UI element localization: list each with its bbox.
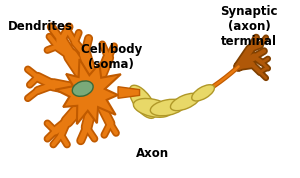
Ellipse shape [192,85,214,101]
Ellipse shape [72,81,93,96]
Polygon shape [56,59,121,124]
Ellipse shape [170,93,200,111]
Ellipse shape [150,99,185,116]
Ellipse shape [134,98,172,117]
Text: Axon: Axon [136,147,169,160]
Text: Cell body
(soma): Cell body (soma) [80,43,142,71]
Ellipse shape [129,85,156,118]
Polygon shape [118,87,140,98]
Text: Synaptic
(axon)
terminal: Synaptic (axon) terminal [220,5,278,48]
Text: Dendrites: Dendrites [8,20,73,33]
